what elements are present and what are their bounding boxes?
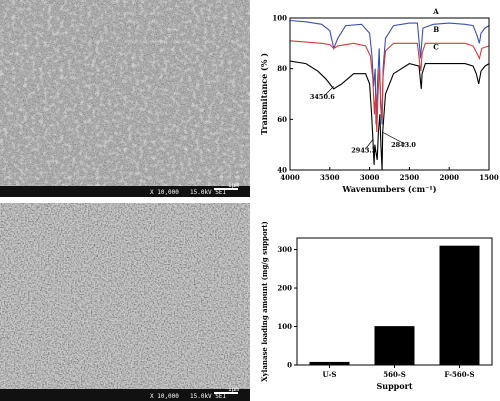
- sem-voltage: 15.0kV SEI: [190, 393, 227, 400]
- series-line-c: [289, 60, 490, 171]
- x-tick-label: 1500: [479, 173, 499, 182]
- scale-bar: [214, 392, 238, 394]
- sem-magnification: X 10,000: [150, 393, 179, 400]
- y-tick-label: 100: [272, 14, 287, 23]
- sem-voltage: 15.0kV SEI: [190, 189, 227, 196]
- plot-frame: [289, 17, 490, 171]
- annotation-leader: [323, 86, 334, 97]
- x-tick-label: F-560-S: [444, 370, 474, 379]
- peak-annotation: 2843.0: [391, 141, 416, 149]
- y-tick-label: 100: [277, 322, 292, 331]
- sem-image-bottom: X 10,000 15.0kV SEI 1μm: [0, 203, 250, 401]
- sem-info-bar: [0, 186, 250, 197]
- sem-info-bar: [0, 389, 250, 401]
- sem-image-top: X 10,000 15.0kV SEI 1μm: [0, 0, 250, 197]
- x-axis-label: Wavenumbers (cm⁻¹): [341, 184, 436, 194]
- x-axis-label: Support: [376, 381, 412, 391]
- series-line-b: [289, 40, 490, 133]
- x-tick-label: 4000: [280, 173, 300, 182]
- y-tick-label: 200: [277, 284, 292, 293]
- y-tick-label: 80: [277, 64, 287, 73]
- series-label-b: B: [433, 25, 439, 34]
- peak-annotation: 3450.6: [310, 93, 335, 101]
- scale-label: 1μm: [228, 182, 239, 189]
- annotation-leader: [381, 131, 406, 145]
- scale-label: 1μm: [228, 386, 239, 393]
- y-tick-label: 60: [277, 115, 287, 124]
- y-axis-label: Transmitance (% ): [259, 53, 269, 135]
- series-line-a: [289, 19, 490, 125]
- sem-magnification: X 10,000: [150, 189, 179, 196]
- xylanase-bar-chart: U-S 560-S F-560-S 0 100 200 300 Support Xylanase…: [260, 221, 493, 391]
- x-tick-label: 3500: [320, 173, 340, 182]
- y-tick-label: 0: [287, 361, 292, 370]
- annotation-leader: [365, 139, 374, 150]
- x-tick-label: 2000: [439, 173, 459, 182]
- x-tick-label: 560-S: [383, 370, 406, 379]
- y-tick-label: 40: [277, 166, 287, 175]
- y-tick-label: 300: [277, 245, 292, 254]
- scale-bar: [214, 188, 238, 190]
- x-tick-label: 2500: [400, 173, 420, 182]
- peak-annotation: 2943.3: [351, 146, 376, 154]
- y-axis-label: Xylanase loading amount (mg/g support): [260, 221, 269, 382]
- bar-f-560-s: [439, 245, 480, 365]
- x-tick-label: 3000: [360, 173, 380, 182]
- series-label-c: C: [433, 43, 439, 52]
- bar-u-s: [309, 361, 350, 365]
- bar-560-s: [374, 326, 415, 365]
- series-label-a: A: [432, 7, 439, 16]
- x-tick-label: U-S: [323, 370, 337, 379]
- ftir-chart: 4000 3500 3000 2500 2000 1500 40 60 80 100 Wavenum…: [259, 7, 499, 194]
